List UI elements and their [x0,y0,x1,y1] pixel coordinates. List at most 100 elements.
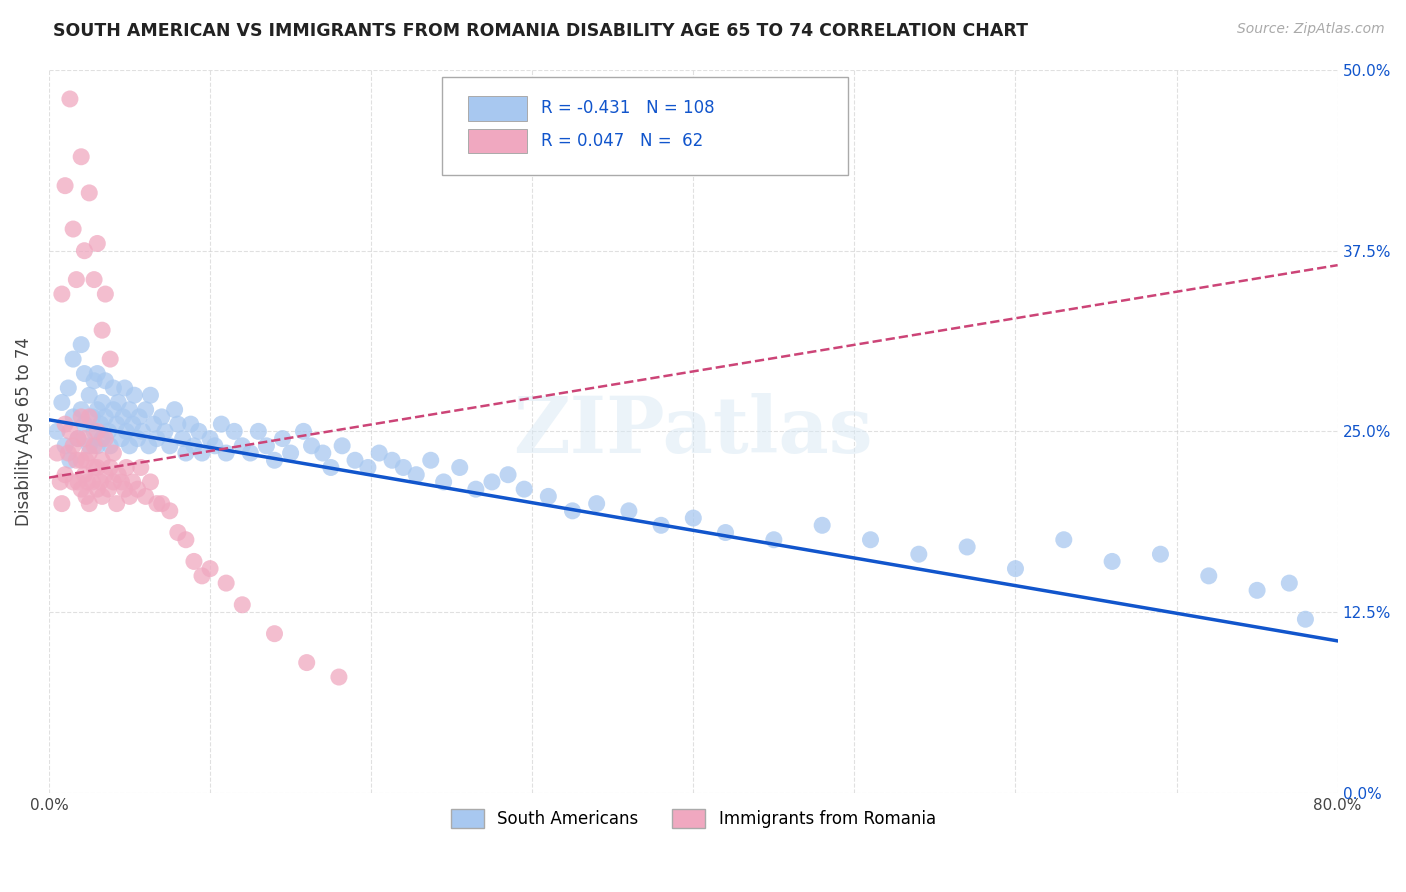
Point [77,388,100,402]
Point [91,453,114,467]
Point [292,425,315,439]
Point [82,475,104,489]
Point [127,482,149,496]
Point [585,497,607,511]
Point [114,482,136,496]
Point [118,402,141,417]
Point [73,367,96,381]
Point [118,489,141,503]
Point [77,446,100,460]
Point [77,439,100,453]
Point [1198,569,1220,583]
Point [70,453,93,467]
Point [77,497,100,511]
Point [86,425,108,439]
Point [204,439,226,453]
Point [561,504,583,518]
Point [682,511,704,525]
Point [121,475,143,489]
Point [51,287,73,301]
Point [280,446,302,460]
Point [433,475,456,489]
Point [65,453,87,467]
Point [131,425,153,439]
Point [127,432,149,446]
Point [89,417,111,431]
Point [46,446,69,460]
Point [83,425,105,439]
Point [58,381,80,395]
Point [86,460,108,475]
FancyBboxPatch shape [468,96,527,120]
Point [86,367,108,381]
Point [159,504,181,518]
Point [114,381,136,395]
Point [121,417,143,431]
Point [405,467,427,482]
Point [368,446,391,460]
Point [83,272,105,286]
Point [166,417,188,431]
Point [105,497,128,511]
Point [62,222,84,236]
Point [319,460,342,475]
Point [97,425,120,439]
Point [142,417,165,431]
Point [135,489,157,503]
Point [118,439,141,453]
Point [73,467,96,482]
Point [481,475,503,489]
Point [105,417,128,431]
Point [146,497,169,511]
Point [91,395,114,409]
Point [51,497,73,511]
Point [811,518,834,533]
Point [449,460,471,475]
Point [112,409,135,424]
Point [198,432,221,446]
Point [91,432,114,446]
Point [83,374,105,388]
Point [231,439,253,453]
Point [86,482,108,496]
Point [1294,612,1316,626]
Point [58,446,80,460]
Point [115,425,138,439]
Point [82,409,104,424]
Point [62,352,84,367]
Point [94,374,117,388]
Point [496,467,519,482]
Point [98,352,121,367]
Point [53,467,76,482]
Point [46,425,69,439]
Point [86,402,108,417]
Point [215,446,238,460]
Point [159,439,181,453]
FancyBboxPatch shape [468,128,527,153]
Point [97,482,120,496]
Point [139,475,162,489]
Point [191,446,214,460]
Point [1053,533,1076,547]
Point [180,417,202,431]
Point [94,432,117,446]
Point [135,402,157,417]
Point [464,482,486,496]
Point [617,504,640,518]
Point [98,460,121,475]
Point [174,533,197,547]
Point [956,540,979,554]
Point [271,432,294,446]
Point [392,460,415,475]
Point [150,409,173,424]
Legend: South Americans, Immigrants from Romania: South Americans, Immigrants from Romania [444,802,942,835]
Point [70,150,93,164]
Point [150,497,173,511]
Point [263,453,285,467]
Point [103,475,125,489]
Point [53,178,76,193]
Point [146,432,169,446]
Point [1278,576,1301,591]
Point [62,409,84,424]
Point [70,402,93,417]
